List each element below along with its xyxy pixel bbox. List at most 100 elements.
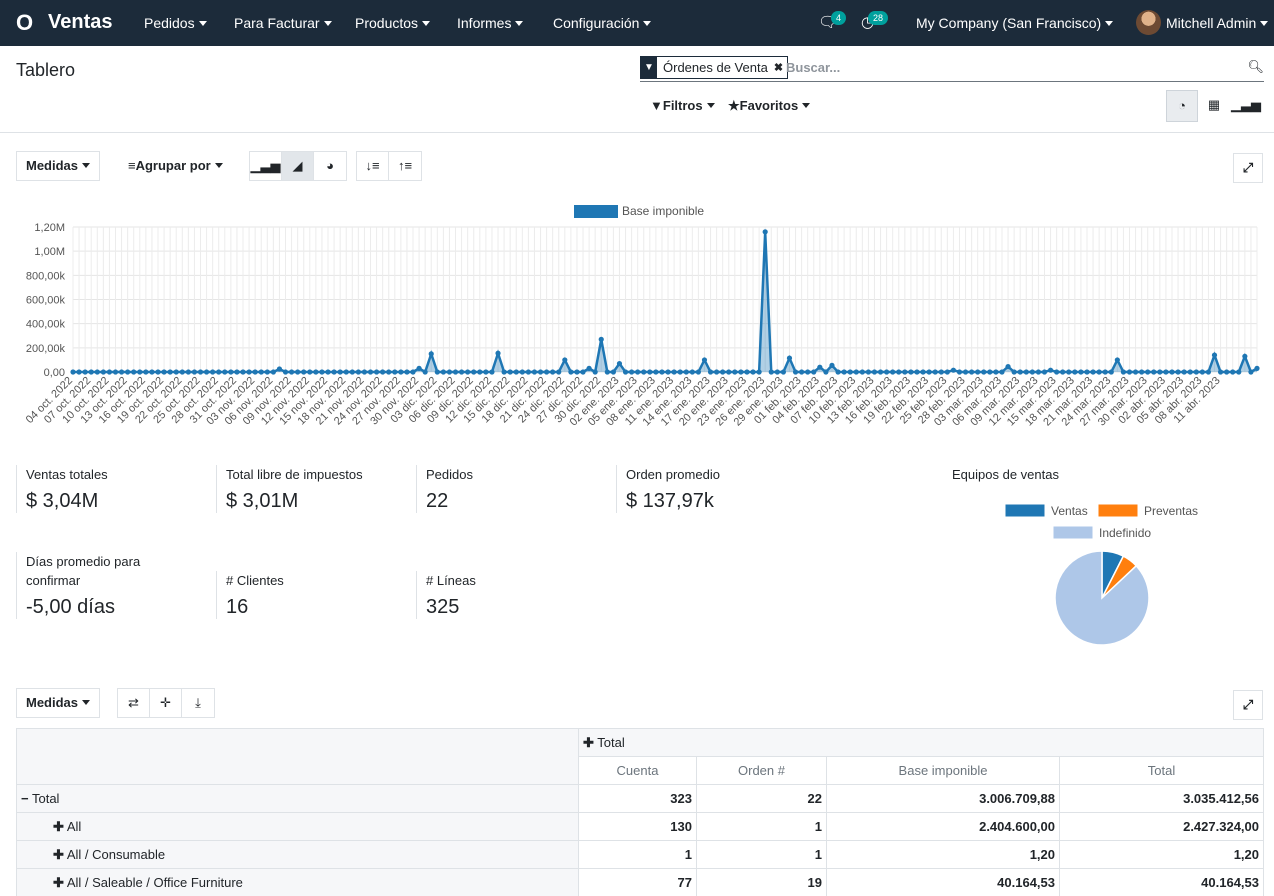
kpi-untaxed-total: Total libre de impuestos $ 3,01M [216, 465, 406, 513]
bar-chart-icon[interactable]: ▁▃▅ [250, 152, 282, 180]
sort-descending-icon[interactable]: ↓≡ [357, 152, 389, 180]
data-point [823, 369, 829, 375]
row-header-all[interactable]: ✚ All [16, 812, 579, 841]
filters-button[interactable]: ▼Filtros [650, 98, 715, 113]
sort-ascending-icon[interactable]: ↑≡ [397, 158, 413, 173]
app-menu-icon[interactable]: O [16, 10, 34, 35]
data-point [191, 369, 198, 375]
measure-header[interactable]: Orden # [696, 756, 827, 785]
pivot-view-icon[interactable]: ▦ [1207, 97, 1221, 112]
data-point [118, 369, 125, 375]
pivot-cell[interactable]: 1 [578, 840, 697, 869]
menu-productos[interactable]: Productos [355, 15, 431, 31]
pivot-cell[interactable]: 3.035.412,56 [1059, 784, 1264, 813]
pivot-cell[interactable]: 1,20 [826, 840, 1060, 869]
data-point [1187, 369, 1193, 375]
data-point [173, 369, 179, 375]
row-header-total[interactable]: − Total [16, 784, 579, 813]
pivot-cell[interactable]: 3.006.709,88 [826, 784, 1060, 813]
data-point [932, 369, 938, 375]
data-point [756, 369, 762, 375]
data-point [792, 369, 799, 375]
data-point [507, 369, 513, 375]
pivot-cell[interactable]: 77 [578, 868, 697, 896]
data-point [246, 369, 252, 375]
user-avatar[interactable] [1136, 10, 1161, 35]
pivot-col-header[interactable]: ✚ Total [578, 728, 1264, 757]
flip-axis-icon[interactable]: ⇄ [118, 689, 150, 717]
data-point [234, 369, 240, 375]
menu-informes[interactable]: Informes [457, 15, 524, 31]
control-panel: Tablero ▼ Órdenes de Venta ✖ Buscar... 🔍… [0, 46, 1274, 133]
data-point [914, 369, 920, 375]
data-point [938, 369, 944, 375]
app-name[interactable]: Ventas [48, 11, 113, 33]
search-input[interactable]: Buscar... [786, 60, 841, 75]
pivot-cell[interactable]: 2.404.600,00 [826, 812, 1060, 841]
data-point [471, 369, 477, 375]
pie-chart-icon[interactable]: ◕ [326, 158, 334, 173]
search-icon[interactable]: 🔍︎ [1247, 59, 1264, 74]
data-point [398, 369, 404, 375]
graph-view-icon[interactable]: ▁▃▅ [1231, 97, 1261, 112]
pie-chart-title: Equipos de ventas [952, 467, 1059, 482]
row-header-office-furniture[interactable]: ✚ All / Saleable / Office Furniture [16, 868, 579, 896]
pivot-corner [16, 728, 579, 785]
data-point [1120, 369, 1127, 375]
pivot-cell[interactable]: 40.164,53 [1059, 868, 1264, 896]
data-point [574, 369, 580, 375]
data-point [841, 369, 847, 375]
measure-header[interactable]: Cuenta [578, 756, 697, 785]
data-point [1108, 369, 1114, 375]
table-row: ✚ All / Consumable 1 1 1,20 1,20 [16, 840, 1264, 869]
group-by-button[interactable]: ≡Agrupar por [118, 151, 233, 181]
row-header-consumable[interactable]: ✚ All / Consumable [16, 840, 579, 869]
data-point [1017, 369, 1023, 375]
expand-pivot-icon[interactable]: ⤢ [1233, 690, 1263, 720]
data-point [890, 369, 896, 375]
dashboard-view-icon[interactable]: ◔ [1166, 90, 1198, 122]
data-point [240, 369, 246, 375]
pivot-cell[interactable]: 19 [696, 868, 827, 896]
remove-facet-icon[interactable]: ✖ [773, 62, 784, 74]
favorites-button[interactable]: ★Favoritos [728, 98, 811, 114]
data-point [270, 369, 276, 375]
data-point [282, 369, 289, 375]
data-point [768, 369, 774, 375]
pivot-cell[interactable]: 22 [696, 784, 827, 813]
graph-measures-button[interactable]: Medidas [16, 151, 101, 181]
download-icon[interactable]: ⤓ [195, 695, 201, 710]
data-point [707, 369, 714, 375]
menu-para-facturar[interactable]: Para Facturar [234, 15, 332, 31]
y-tick-label: 600,00k [26, 295, 66, 307]
expand-all-icon[interactable]: ✛ [150, 689, 182, 717]
pivot-cell[interactable]: 323 [578, 784, 697, 813]
menu-configuracion[interactable]: Configuración [553, 15, 652, 31]
pivot-cell[interactable]: 2.427.324,00 [1059, 812, 1264, 841]
company-switcher[interactable]: My Company (San Francisco) [916, 15, 1114, 31]
data-point [750, 369, 756, 375]
data-point [458, 369, 465, 375]
data-point [1157, 369, 1163, 375]
messages-badge: 4 [831, 11, 847, 25]
menu-pedidos[interactable]: Pedidos [144, 15, 207, 31]
data-point [143, 369, 149, 375]
pivot-cell[interactable]: 40.164,53 [826, 868, 1060, 896]
data-point [975, 369, 981, 375]
data-point [1047, 367, 1054, 373]
expand-graph-icon[interactable]: ⤢ [1233, 153, 1263, 183]
line-chart-icon[interactable]: ◢ [282, 152, 314, 180]
measure-header[interactable]: Base imponible [826, 756, 1060, 785]
pivot-cell[interactable]: 1 [696, 840, 827, 869]
user-menu[interactable]: Mitchell Admin [1166, 15, 1269, 31]
pivot-cell[interactable]: 1,20 [1059, 840, 1264, 869]
data-point [392, 369, 398, 375]
pivot-cell[interactable]: 130 [578, 812, 697, 841]
pivot-cell[interactable]: 1 [696, 812, 827, 841]
pivot-measures-button[interactable]: Medidas [16, 688, 101, 718]
data-point [683, 369, 689, 375]
kpi-average-order: Orden promedio $ 137,97k [616, 465, 806, 513]
data-point [786, 355, 793, 361]
data-point [1066, 369, 1072, 375]
measure-header[interactable]: Total [1059, 756, 1264, 785]
